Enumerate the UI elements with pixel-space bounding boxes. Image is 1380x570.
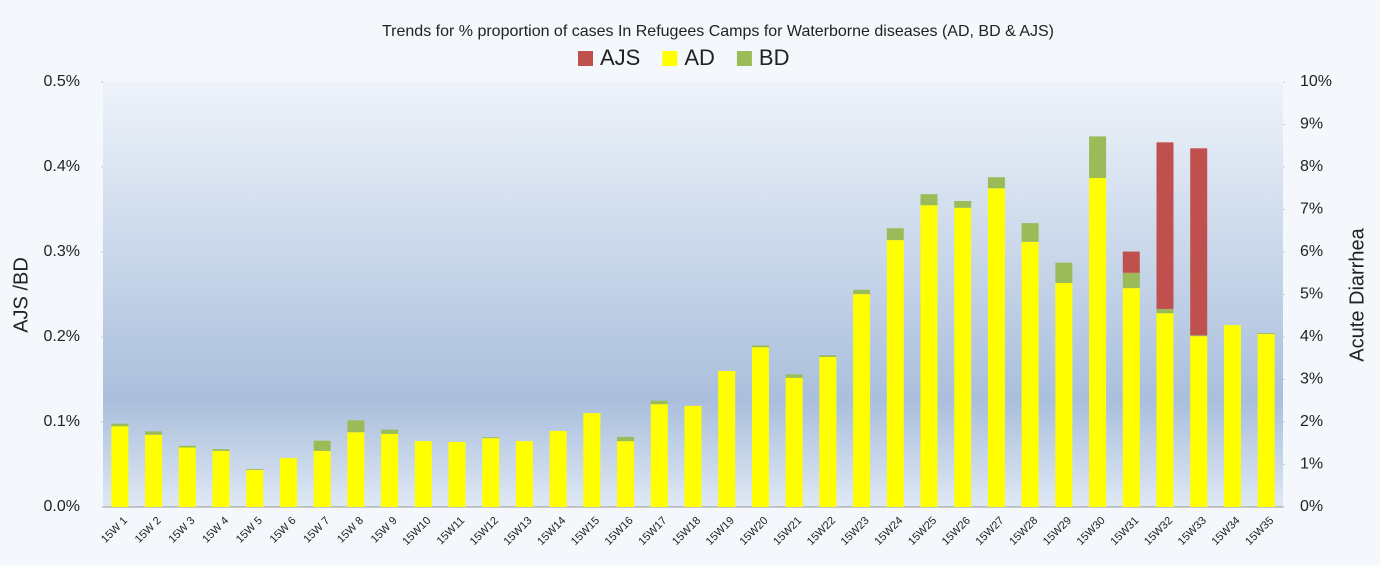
- legend-label: BD: [759, 45, 790, 70]
- bar-segment: [819, 355, 837, 357]
- chart-title: Trends for % proportion of cases In Refu…: [382, 23, 1054, 40]
- y-tick-label: 0.4%: [44, 158, 80, 175]
- bar-segment: [1156, 142, 1174, 309]
- bar-segment: [987, 188, 1005, 507]
- bar-segment: [1257, 334, 1275, 507]
- bar-segment: [414, 441, 432, 507]
- y2-tick-label: 4%: [1300, 328, 1323, 345]
- bar-segment: [111, 423, 129, 427]
- y2-tick-label: 3%: [1300, 371, 1323, 388]
- legend-swatch: [578, 51, 593, 66]
- bar-segment: [381, 433, 399, 507]
- bar-segment: [785, 377, 803, 507]
- y-axis-label: AJS /BD: [10, 257, 32, 333]
- bar-segment: [987, 177, 1005, 189]
- bar-segment: [212, 450, 230, 507]
- bar-segment: [650, 400, 668, 405]
- bar-segment: [920, 194, 938, 206]
- bar-segment: [1223, 325, 1241, 507]
- bar-segment: [1055, 283, 1073, 507]
- bar-segment: [583, 413, 601, 507]
- bar-segment: [549, 430, 567, 507]
- y2-tick-label: 9%: [1300, 116, 1323, 133]
- bar-segment: [381, 429, 399, 434]
- bar-segment: [313, 440, 331, 451]
- bar-segment: [111, 426, 129, 507]
- bar-segment: [178, 445, 196, 448]
- legend-swatch: [662, 51, 678, 66]
- bar-segment: [954, 201, 972, 208]
- bar-segment: [1156, 313, 1174, 507]
- bar-segment: [1021, 223, 1039, 242]
- bar-segment: [347, 420, 365, 433]
- bar-segment: [886, 240, 904, 507]
- bar-segment: [853, 294, 871, 507]
- bar-segment: [1156, 308, 1174, 314]
- bar-segment: [920, 205, 938, 507]
- bar-segment: [718, 371, 736, 507]
- bar-segment: [886, 228, 904, 241]
- y2-tick-label: 1%: [1300, 456, 1323, 473]
- y2-tick-label: 2%: [1300, 413, 1323, 430]
- bar-segment: [617, 441, 635, 507]
- legend-swatch: [736, 51, 752, 66]
- bar-segment: [313, 450, 331, 507]
- y-tick-label: 0.0%: [44, 498, 80, 515]
- y2-tick-label: 6%: [1300, 243, 1323, 260]
- y-tick-label: 0.3%: [44, 243, 80, 260]
- y-tick-label: 0.5%: [44, 73, 80, 90]
- legend-label: AD: [684, 45, 715, 70]
- bar-segment: [178, 447, 196, 507]
- y2-tick-label: 8%: [1300, 158, 1323, 175]
- bar-segment: [448, 441, 466, 507]
- bar-segment: [954, 207, 972, 508]
- y2-axis-label: Acute Diarrhea: [1346, 227, 1368, 361]
- bar-segment: [246, 470, 264, 507]
- bar-segment: [751, 345, 769, 348]
- bar-segment: [819, 356, 837, 507]
- y2-tick-label: 5%: [1300, 286, 1323, 303]
- bar-segment: [482, 438, 500, 507]
- bar-segment: [785, 374, 803, 378]
- bar-segment: [617, 436, 635, 442]
- y2-tick-label: 7%: [1300, 201, 1323, 218]
- bar-segment: [145, 434, 163, 507]
- bar-segment: [1190, 335, 1208, 337]
- y-tick-label: 0.1%: [44, 413, 80, 430]
- bar-segment: [751, 347, 769, 507]
- bar-segment: [246, 469, 264, 471]
- bar-segment: [1190, 336, 1208, 507]
- bar-segment: [279, 458, 297, 507]
- bar-segment: [1021, 241, 1039, 508]
- bar-segment: [1122, 272, 1140, 289]
- y2-tick-label: 0%: [1300, 498, 1323, 515]
- bar-segment: [1257, 333, 1275, 335]
- bar-segment: [212, 449, 230, 451]
- bar-segment: [853, 289, 871, 295]
- legend-label: AJS: [600, 45, 640, 70]
- y2-tick-label: 10%: [1300, 73, 1332, 90]
- bar-segment: [684, 405, 702, 507]
- bar-segment: [515, 441, 533, 507]
- y-tick-label: 0.2%: [44, 328, 80, 345]
- bar-segment: [482, 437, 500, 439]
- bar-segment: [1122, 251, 1140, 273]
- bar-segment: [1089, 136, 1107, 179]
- bar-segment: [1122, 288, 1140, 507]
- bar-segment: [145, 431, 163, 435]
- bar-segment: [347, 432, 365, 507]
- bar-segment: [650, 404, 668, 507]
- bar-segment: [1190, 148, 1208, 336]
- bar-segment: [1055, 262, 1073, 284]
- bar-segment: [1089, 178, 1107, 508]
